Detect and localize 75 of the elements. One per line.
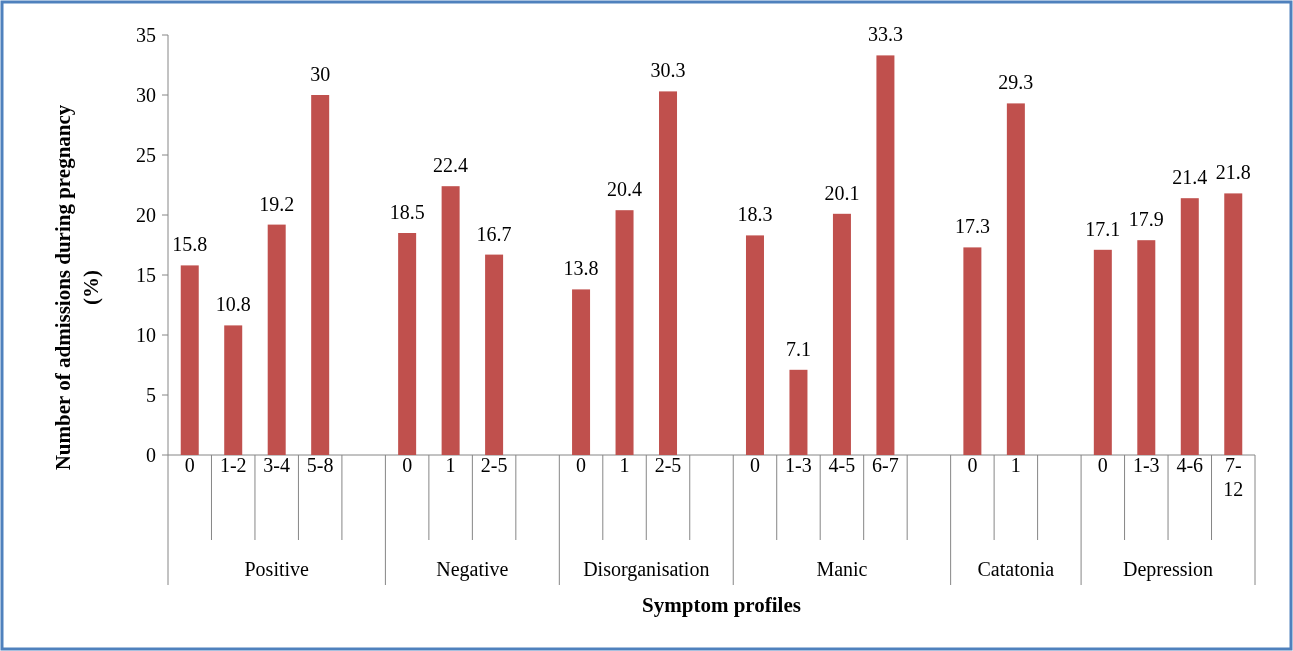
text: Disorganisation: [583, 558, 710, 581]
y-tick-label: 20: [136, 204, 156, 226]
data-label: 19.2: [259, 192, 295, 215]
x-tick-label: 1-3: [785, 454, 812, 476]
data-label: 10.8: [215, 293, 251, 316]
text: Negative: [436, 558, 509, 581]
bar: [311, 95, 330, 455]
x-tick-label: 1: [619, 454, 630, 476]
x-tick-label: 1: [445, 454, 456, 476]
bar: [224, 325, 243, 455]
bar: [1180, 198, 1199, 455]
data-label: 17.3: [954, 215, 990, 238]
x-tick-label: 4-5: [828, 454, 856, 476]
x-tick-label: 1: [1010, 454, 1021, 476]
y-tick-label: 30: [136, 84, 156, 106]
y-tick-label: 5: [146, 384, 156, 406]
data-label: 20.1: [824, 181, 860, 204]
data-label: 21.4: [1172, 166, 1208, 189]
data-label: 29.3: [998, 71, 1034, 94]
y-tick-label: 35: [136, 24, 156, 46]
x-tick-label: 4-6: [1176, 454, 1204, 476]
bar: [398, 233, 417, 455]
bar: [267, 224, 286, 455]
x-tick-label: 1-3: [1132, 454, 1160, 476]
data-label: 22.4: [433, 154, 469, 177]
data-label: 16.7: [476, 222, 512, 245]
bar: [745, 235, 764, 455]
bar: [572, 289, 591, 455]
text: Depression: [1123, 558, 1214, 581]
x-tick-label: 0: [967, 454, 978, 476]
x-tick-label: 0: [402, 454, 413, 476]
bar: [441, 186, 460, 455]
data-label: 13.8: [563, 257, 599, 280]
data-label: 17.9: [1128, 208, 1164, 231]
x-tick-label: 5-8: [306, 454, 334, 476]
bar: [1224, 193, 1243, 455]
bar: [1137, 240, 1156, 455]
x-tick-label: 0: [1097, 454, 1108, 476]
x-tick-label: 3-4: [263, 454, 291, 476]
y-tick-label: 25: [136, 144, 156, 166]
data-label: 21.8: [1215, 161, 1251, 184]
x-tick-label: 2-5: [480, 454, 508, 476]
x-tick-label: 0: [749, 454, 760, 476]
x-tick-label: 0: [576, 454, 587, 476]
bar: [789, 369, 808, 455]
data-label: 17.1: [1085, 217, 1121, 240]
data-label: 18.3: [737, 203, 773, 226]
x-tick-label: 7-12: [1223, 454, 1244, 500]
x-tick-label: 2-5: [654, 454, 682, 476]
bar: [485, 254, 504, 455]
y-tick-label: 10: [136, 324, 156, 346]
data-label: 30.3: [650, 59, 686, 82]
bar: [615, 210, 634, 455]
data-label: 15.8: [172, 233, 208, 256]
y-tick-label: 15: [136, 264, 156, 286]
text: Positive: [244, 558, 310, 580]
data-label: 33.3: [867, 23, 903, 46]
data-label: 20.4: [607, 178, 643, 201]
bar: [659, 91, 678, 455]
bar: [832, 213, 851, 455]
y-axis-title: Number of admissions during pregnancy (%): [51, 104, 103, 471]
data-label: 30: [310, 63, 331, 85]
x-tick-label: 1-2: [219, 454, 247, 476]
text: Manic: [816, 558, 868, 580]
bar: [1093, 249, 1112, 455]
x-tick-label: 6-7: [872, 454, 899, 476]
text: Catatonia: [977, 558, 1055, 580]
data-label: 18.5: [389, 201, 425, 223]
x-tick-label: 0: [184, 454, 195, 476]
bar: [963, 247, 982, 455]
bar: [1006, 103, 1025, 455]
bar: [180, 265, 199, 455]
x-axis-title: Symptom profiles: [642, 593, 801, 617]
data-label: 7.1: [785, 337, 811, 360]
bar: [876, 55, 895, 455]
